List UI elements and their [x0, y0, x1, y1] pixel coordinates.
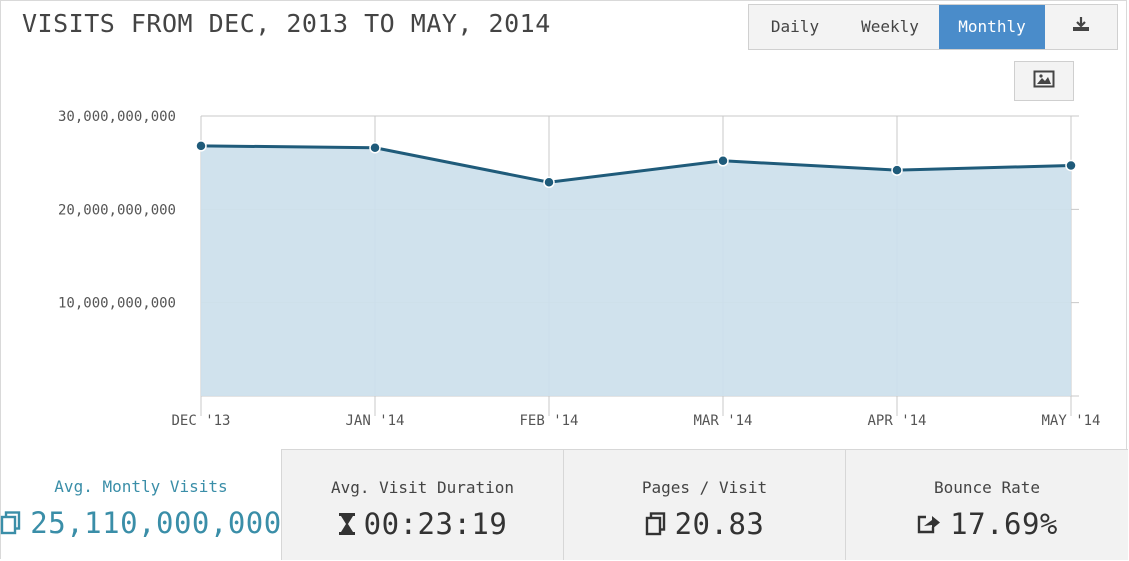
stat-label: Avg. Montly Visits [54, 477, 228, 496]
data-point[interactable] [891, 164, 903, 176]
monthly-button[interactable]: Monthly [939, 5, 1045, 49]
x-tick-label: APR '14 [867, 413, 926, 429]
y-tick-label: 20,000,000,000 [58, 202, 176, 218]
stat-value: 20.83 [674, 507, 765, 541]
stat-label: Pages / Visit [641, 478, 768, 497]
data-point[interactable] [195, 140, 207, 152]
x-tick-label: MAY '14 [1041, 413, 1100, 429]
stat-label: Avg. Visit Duration [330, 478, 515, 497]
download-icon [1072, 5, 1090, 49]
y-tick-label: 30,000,000,000 [58, 109, 176, 125]
period-toggle-group: Daily Weekly Monthly [748, 4, 1118, 50]
data-point[interactable] [717, 155, 729, 167]
stat-bounce-rate[interactable]: Bounce Rate 17.69% [845, 449, 1128, 560]
stats-bar: Avg. Montly Visits 25,110,000,000 Avg. V… [1, 449, 1128, 560]
data-point[interactable] [1065, 159, 1077, 172]
series-area [201, 145, 1071, 396]
stat-value: 17.69% [950, 507, 1058, 541]
stat-avg-visit-duration[interactable]: Avg. Visit Duration 00:23:19 [281, 449, 563, 560]
pages-icon [645, 512, 667, 536]
data-points [195, 140, 1077, 189]
stat-pages-per-visit[interactable]: Pages / Visit 20.83 [563, 449, 845, 560]
data-point[interactable] [369, 141, 381, 154]
x-tick-label: FEB '14 [519, 413, 578, 429]
stat-avg-monthly-visits[interactable]: Avg. Montly Visits 25,110,000,000 [1, 449, 281, 560]
bounce-icon [916, 513, 942, 535]
x-axis-ticks: DEC '13 JAN '14 FEB '14 MAR '14 APR '14 MAY '… [171, 413, 1100, 429]
x-tick-label: MAR '14 [693, 413, 752, 429]
pages-icon [0, 511, 22, 535]
stat-value: 00:23:19 [363, 507, 508, 541]
y-axis-ticks: 10,000,000,000 20,000,000,000 30,000,000,0… [58, 109, 176, 312]
visits-area-chart: 10,000,000,000 20,000,000,000 30,000,000,0… [58, 109, 1101, 429]
download-button[interactable] [1045, 5, 1117, 49]
x-tick-label: JAN '14 [345, 413, 404, 429]
export-image-button[interactable] [1014, 61, 1074, 101]
stat-label: Bounce Rate [934, 478, 1040, 497]
data-point[interactable] [543, 176, 555, 189]
image-icon [1033, 70, 1055, 92]
weekly-button[interactable]: Weekly [861, 17, 919, 36]
y-tick-label: 10,000,000,000 [58, 296, 176, 312]
daily-button[interactable]: Daily [770, 17, 820, 36]
page-title: VISITS FROM DEC, 2013 TO MAY, 2014 [22, 9, 551, 38]
x-tick-label: DEC '13 [171, 413, 230, 429]
series-line [200, 144, 1072, 184]
stat-value: 25,110,000,000 [30, 506, 282, 540]
hourglass-icon [338, 512, 356, 536]
